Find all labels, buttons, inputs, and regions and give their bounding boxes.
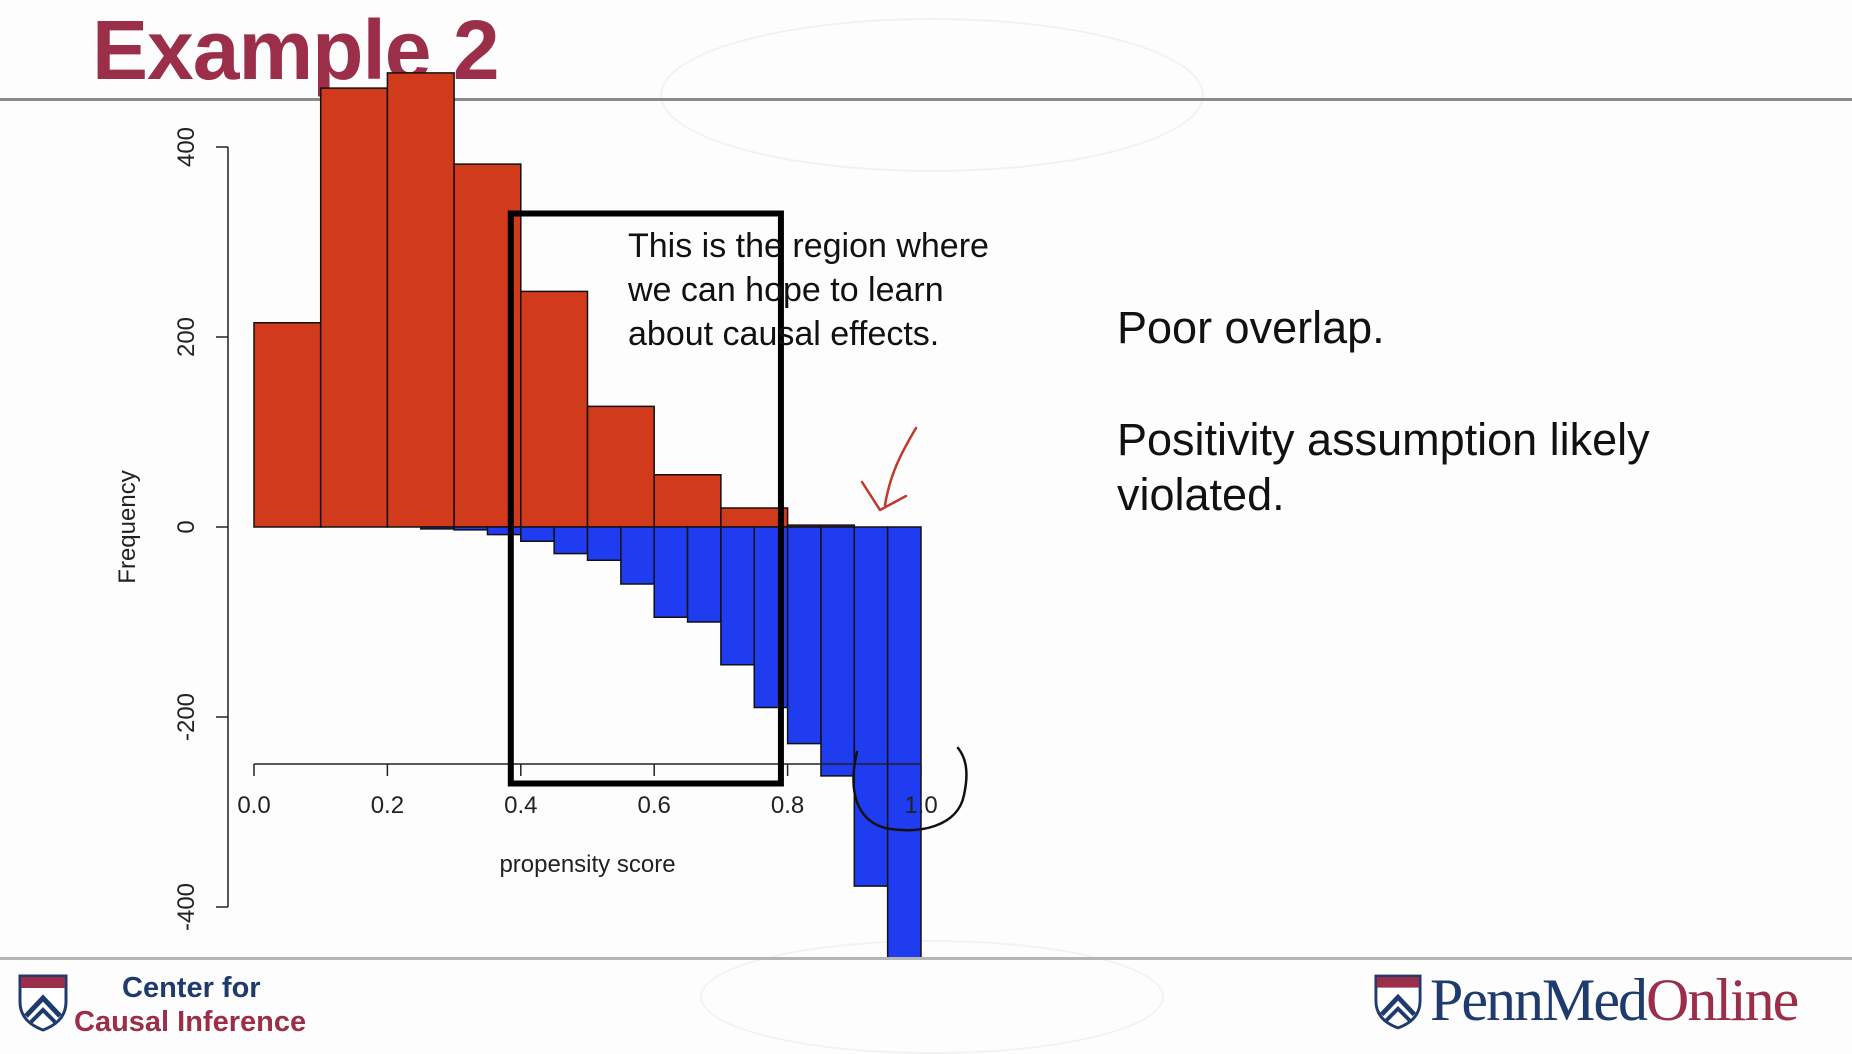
x-tick-label: 0.2 bbox=[371, 792, 404, 819]
treated-bar-4 bbox=[553, 526, 589, 555]
control-bar-7 bbox=[720, 507, 789, 528]
handwritten-arrow bbox=[860, 426, 918, 512]
treated-bar-5 bbox=[586, 526, 622, 561]
y-tick-label: 200 bbox=[173, 317, 200, 357]
annotation-line-3: about causal effects. bbox=[628, 315, 940, 353]
x-axis-label: propensity score bbox=[499, 851, 675, 878]
y-tick-label: -200 bbox=[173, 693, 200, 741]
x-tick-label: 1.0 bbox=[904, 792, 937, 819]
annotation-text: This is the region where we can hope to … bbox=[628, 224, 1058, 356]
note-positivity-line-1: Positivity assumption likely bbox=[1117, 414, 1650, 465]
treated-bar-0 bbox=[420, 526, 455, 530]
x-tick-label: 0.0 bbox=[237, 792, 270, 819]
handwritten-circle-mark bbox=[852, 746, 968, 832]
y-tick-label: 400 bbox=[173, 127, 200, 167]
x-tick-label: 0.8 bbox=[771, 792, 804, 819]
axes-group: 400 200 0 -200 -400 0.0 0.2 0.4 0.6 0.8 1.0 bbox=[173, 127, 938, 931]
treated-bar-8 bbox=[686, 526, 722, 623]
cci-line-1: Center for bbox=[122, 972, 261, 1004]
pennmedonline-logo: PennMedOnline bbox=[1374, 967, 1844, 1033]
annotation-line-1: This is the region where bbox=[628, 227, 989, 265]
treated-bar-1 bbox=[453, 526, 489, 531]
y-axis-label: Frequency bbox=[114, 470, 141, 583]
x-tick-label: 0.4 bbox=[504, 792, 537, 819]
treated-bar-13 bbox=[853, 526, 889, 887]
y-tick-label: 0 bbox=[173, 520, 200, 533]
treated-bars-group bbox=[420, 526, 922, 960]
treated-bar-11 bbox=[786, 526, 822, 745]
cci-line-2: Causal Inference bbox=[74, 1006, 307, 1038]
penn-shield-icon bbox=[18, 974, 68, 1032]
note-poor-overlap: Poor overlap. bbox=[1117, 300, 1385, 355]
penn-shield-icon-right bbox=[1374, 974, 1422, 1030]
x-tick-label: 0.6 bbox=[638, 792, 671, 819]
control-bar-6 bbox=[653, 474, 722, 528]
y-tick-label: -400 bbox=[173, 883, 200, 931]
pennmedonline-wordmark: PennMedOnline bbox=[1430, 966, 1799, 1035]
note-positivity-line-2: violated. bbox=[1117, 469, 1285, 520]
note-positivity: Positivity assumption likely violated. bbox=[1117, 412, 1650, 522]
online-text: Online bbox=[1645, 967, 1799, 1033]
treated-bar-7 bbox=[653, 526, 689, 618]
treated-bar-14 bbox=[886, 526, 922, 960]
watermark-seal-top bbox=[660, 18, 1204, 172]
annotation-line-2: we can hope to learn bbox=[628, 271, 944, 309]
treated-bar-9 bbox=[720, 526, 756, 666]
control-bar-5 bbox=[586, 405, 655, 528]
control-bar-2 bbox=[386, 72, 455, 528]
overlap-region-box bbox=[507, 210, 784, 787]
control-bar-0 bbox=[253, 322, 322, 528]
treated-bar-6 bbox=[620, 526, 655, 585]
note-poor-overlap-text: Poor overlap. bbox=[1117, 302, 1385, 353]
pennmed-text: PennMed bbox=[1430, 967, 1648, 1033]
control-bar-1 bbox=[319, 87, 389, 528]
control-bar-4 bbox=[520, 290, 589, 528]
treated-bar-2 bbox=[486, 526, 522, 536]
treated-bar-3 bbox=[520, 526, 555, 542]
footer-divider bbox=[0, 957, 1852, 960]
title-divider bbox=[0, 98, 1852, 101]
treated-bar-12 bbox=[820, 526, 856, 777]
